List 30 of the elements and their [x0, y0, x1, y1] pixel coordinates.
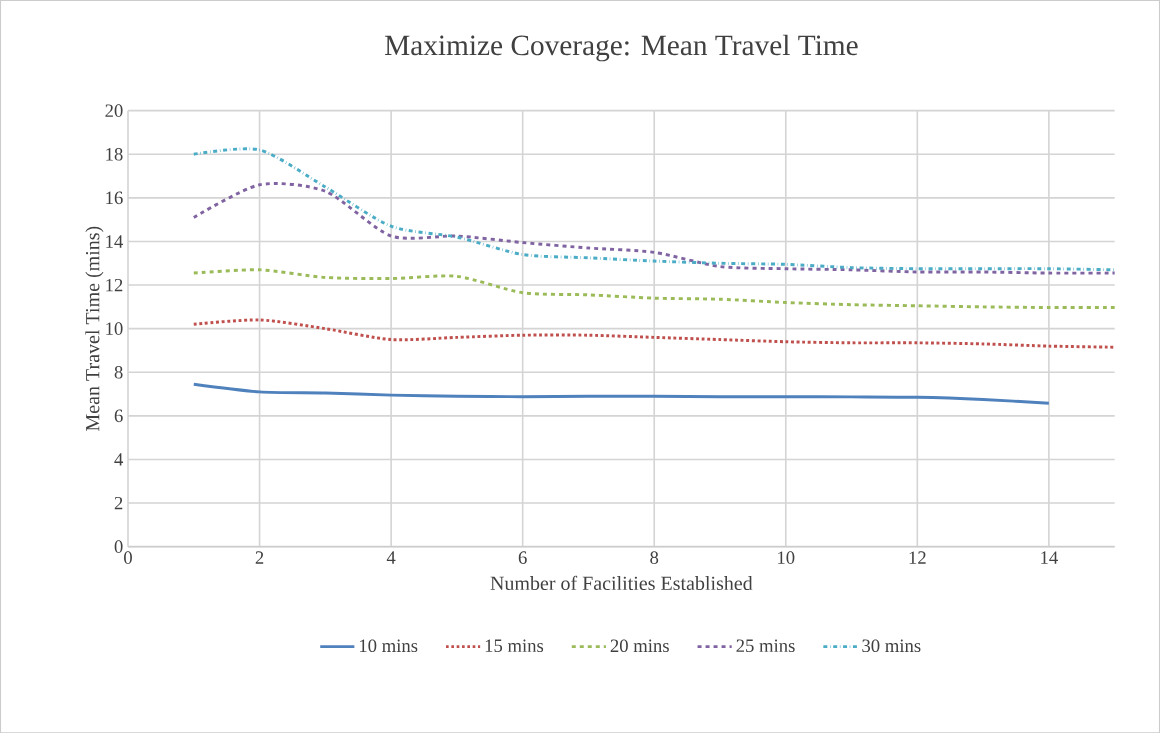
line-series	[192, 268, 1117, 309]
y-axis-title: Mean Travel Time (mins)	[85, 226, 104, 431]
y-tick-label: 4	[114, 453, 124, 466]
x-tick-label: 0	[124, 551, 132, 564]
y-tick-label: 10	[106, 322, 123, 335]
legend-label: 30 mins	[862, 639, 921, 652]
legend-label: 15 mins	[485, 639, 544, 652]
chart-title: Maximize Coverage: Mean Travel Time	[384, 34, 858, 62]
line-series	[192, 147, 1117, 272]
y-tick-label: 8	[114, 365, 123, 379]
x-tick-label: 8	[650, 551, 659, 564]
x-tick-label: 6	[518, 551, 527, 564]
y-tick-label: 20	[105, 104, 123, 117]
y-tick-label: 6	[114, 409, 123, 422]
x-tick-label: 2	[255, 551, 264, 564]
y-tick-label: 14	[106, 235, 124, 248]
y-tick-label: 18	[106, 147, 123, 161]
x-tick-label: 14	[1041, 551, 1058, 564]
y-tick-label: 12	[106, 278, 123, 292]
x-tick-label: 10	[778, 551, 795, 564]
x-tick-label: 12	[909, 551, 926, 564]
y-tick-label: 0	[114, 540, 123, 553]
x-axis-title: Number of Facilities Established	[490, 575, 753, 590]
y-tick-label: 16	[106, 191, 123, 204]
legend-label: 20 mins	[610, 639, 669, 652]
legend-label: 10 mins	[360, 639, 418, 652]
legend-label: 25 mins	[736, 639, 795, 652]
line-series	[192, 382, 1051, 405]
x-tick-label: 4	[386, 551, 396, 564]
y-tick-label: 2	[114, 496, 123, 510]
